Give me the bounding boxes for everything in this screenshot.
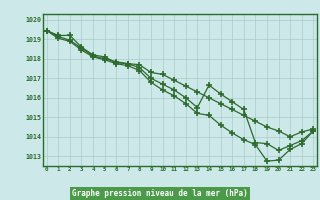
Text: Graphe pression niveau de la mer (hPa): Graphe pression niveau de la mer (hPa) bbox=[72, 189, 248, 198]
